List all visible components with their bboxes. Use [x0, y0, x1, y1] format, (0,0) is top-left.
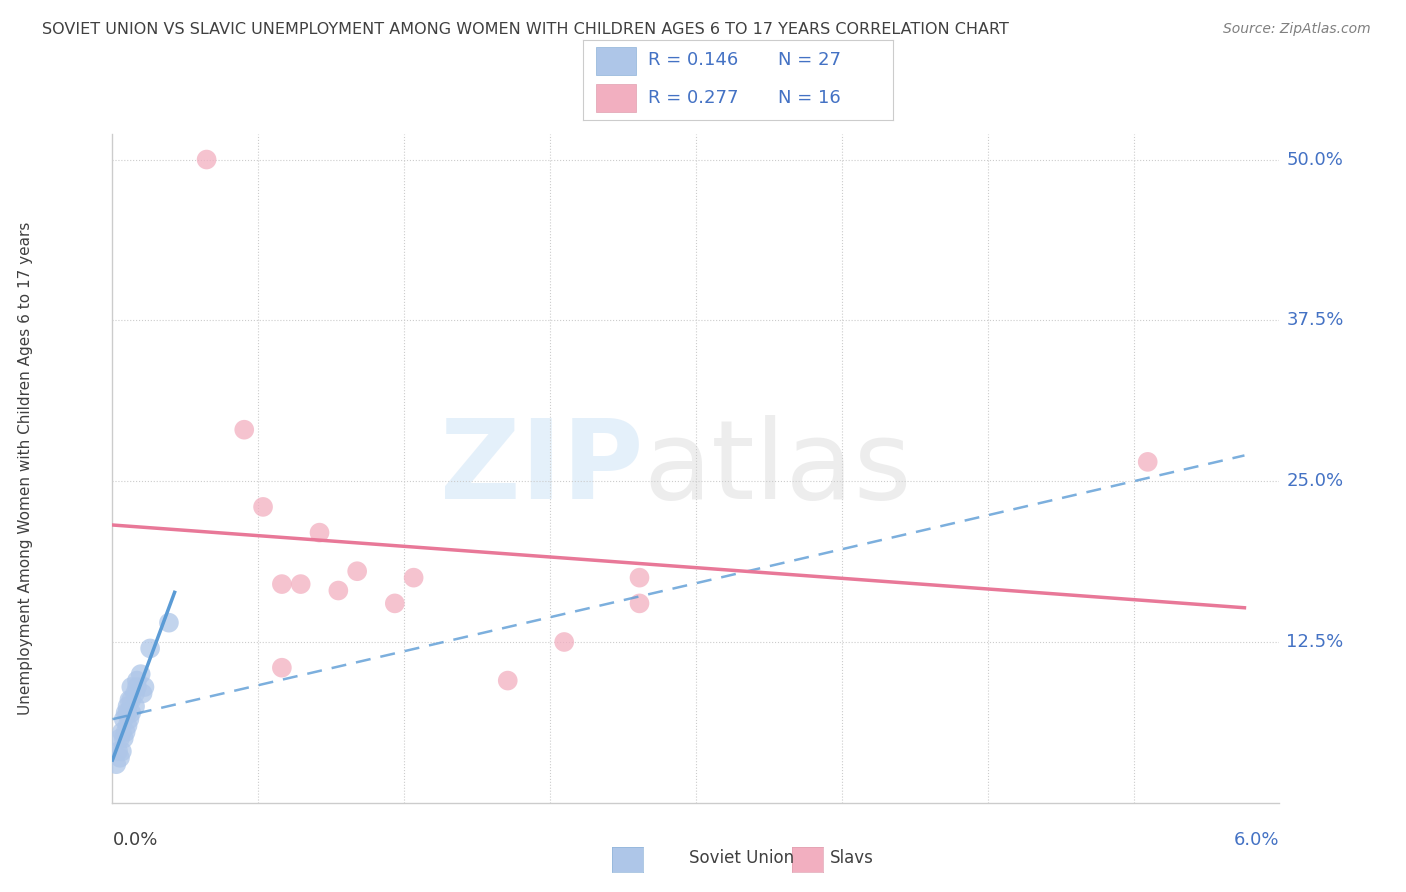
Point — [108, 751, 131, 765]
Point — [1136, 455, 1159, 469]
Point — [112, 731, 135, 746]
Point — [114, 706, 136, 720]
Point — [628, 571, 651, 585]
Point — [117, 699, 139, 714]
Point — [125, 680, 148, 694]
Point — [120, 680, 142, 694]
Point — [124, 686, 146, 700]
Point — [111, 744, 134, 758]
Text: 6.0%: 6.0% — [1234, 831, 1279, 849]
Point — [114, 725, 136, 739]
Point — [346, 564, 368, 578]
Point — [553, 635, 575, 649]
Point — [252, 500, 274, 514]
Point — [117, 706, 139, 720]
Point — [107, 744, 129, 758]
Text: Soviet Union: Soviet Union — [689, 849, 794, 867]
Text: R = 0.277: R = 0.277 — [648, 89, 740, 107]
Point — [157, 615, 180, 630]
Point — [270, 577, 292, 591]
Point — [139, 641, 162, 656]
Text: 25.0%: 25.0% — [1286, 472, 1344, 491]
Point — [124, 699, 146, 714]
Point — [108, 731, 131, 746]
Text: 0.0%: 0.0% — [112, 831, 157, 849]
Point — [328, 583, 350, 598]
Text: Unemployment Among Women with Children Ages 6 to 17 years: Unemployment Among Women with Children A… — [18, 221, 32, 715]
Point — [384, 596, 406, 610]
Point — [270, 661, 292, 675]
Point — [496, 673, 519, 688]
Text: Source: ZipAtlas.com: Source: ZipAtlas.com — [1223, 22, 1371, 37]
Text: Slavs: Slavs — [830, 849, 873, 867]
Text: ZIP: ZIP — [440, 415, 644, 522]
FancyBboxPatch shape — [596, 85, 636, 112]
Point — [120, 706, 142, 720]
Point — [131, 686, 153, 700]
Point — [118, 712, 141, 726]
Text: N = 16: N = 16 — [779, 89, 841, 107]
Point — [308, 525, 330, 540]
Point — [111, 725, 134, 739]
Point — [118, 693, 141, 707]
Point — [125, 673, 148, 688]
Text: N = 27: N = 27 — [779, 51, 841, 70]
Text: SOVIET UNION VS SLAVIC UNEMPLOYMENT AMONG WOMEN WITH CHILDREN AGES 6 TO 17 YEARS: SOVIET UNION VS SLAVIC UNEMPLOYMENT AMON… — [42, 22, 1010, 37]
Text: atlas: atlas — [644, 415, 912, 522]
Text: R = 0.146: R = 0.146 — [648, 51, 738, 70]
Text: 12.5%: 12.5% — [1286, 633, 1344, 651]
Point — [290, 577, 312, 591]
Point — [105, 757, 128, 772]
FancyBboxPatch shape — [596, 46, 636, 75]
Point — [628, 596, 651, 610]
Point — [112, 712, 135, 726]
Point — [129, 667, 152, 681]
Point — [120, 693, 142, 707]
Point — [233, 423, 256, 437]
Point — [402, 571, 425, 585]
Point — [117, 718, 139, 732]
Text: 50.0%: 50.0% — [1286, 151, 1343, 169]
Text: 37.5%: 37.5% — [1286, 311, 1344, 329]
Point — [195, 153, 218, 167]
Point — [134, 680, 156, 694]
